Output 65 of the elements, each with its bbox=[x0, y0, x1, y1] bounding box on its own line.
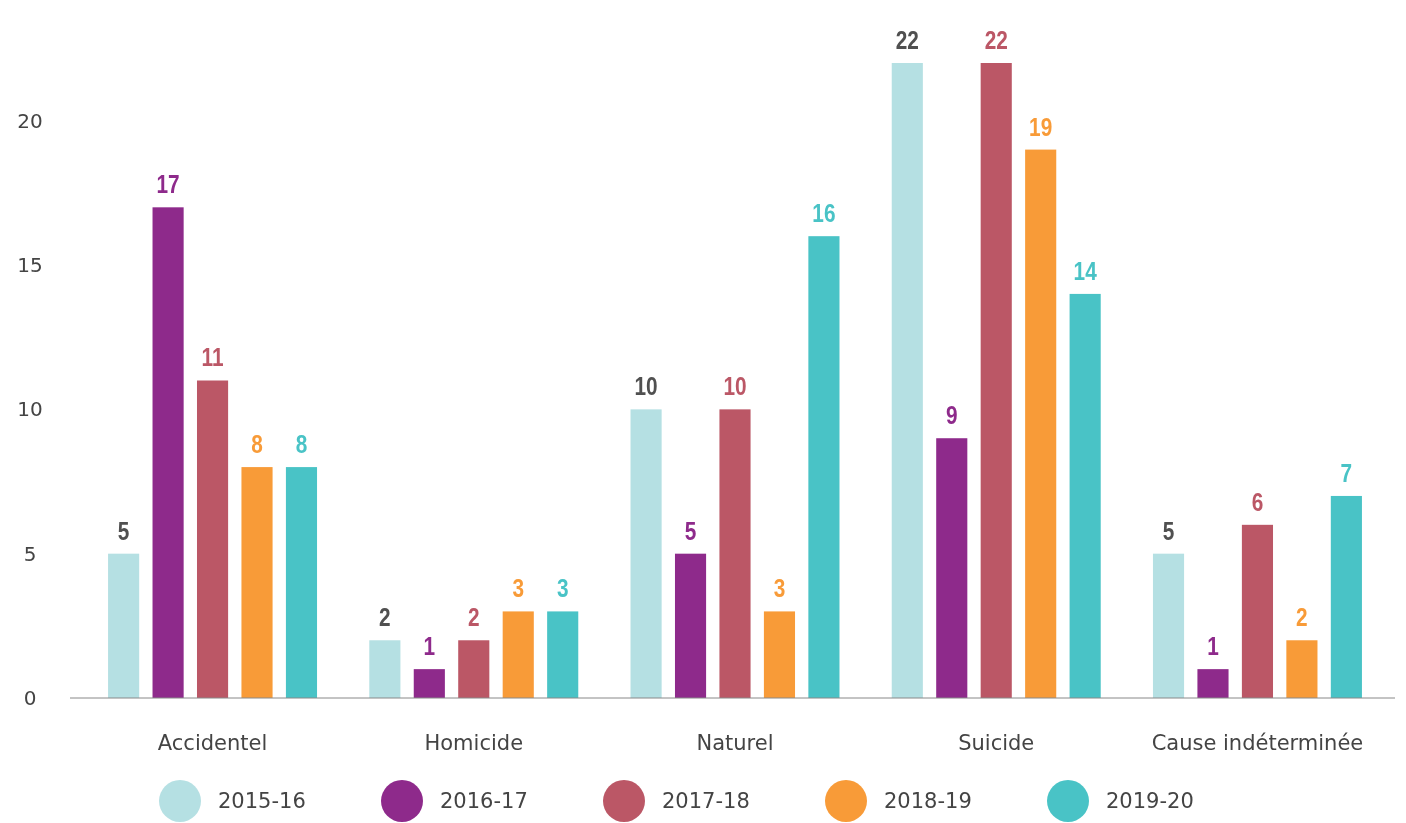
data-label: 5 bbox=[117, 516, 130, 546]
bar bbox=[152, 207, 184, 698]
data-label: 8 bbox=[295, 429, 308, 459]
data-label: 6 bbox=[1251, 487, 1264, 517]
data-label: 1 bbox=[1207, 631, 1219, 661]
y-tick-label: 0 bbox=[23, 686, 37, 710]
bar bbox=[1241, 524, 1274, 698]
data-label: 7 bbox=[1340, 458, 1353, 488]
data-label: 9 bbox=[945, 401, 958, 430]
data-label: 22 bbox=[984, 25, 1008, 55]
bar bbox=[241, 467, 273, 698]
legend-label: 2018-19 bbox=[884, 789, 972, 814]
x-tick-label: Cause indéterminée bbox=[1151, 731, 1364, 755]
data-label: 10 bbox=[634, 372, 658, 401]
y-tick-label: 10 bbox=[17, 397, 43, 422]
bar bbox=[285, 467, 318, 698]
bar bbox=[719, 409, 751, 698]
x-tick-label: Suicide bbox=[958, 731, 1035, 755]
bar bbox=[1069, 293, 1101, 698]
data-label: 2 bbox=[379, 603, 391, 632]
bar bbox=[1330, 495, 1362, 698]
bar bbox=[808, 236, 840, 698]
bar bbox=[547, 611, 579, 698]
bar bbox=[502, 611, 534, 698]
data-label: 1 bbox=[423, 631, 436, 661]
y-tick-label: 5 bbox=[23, 541, 37, 566]
legend-label: 2019-20 bbox=[1106, 789, 1194, 814]
bar bbox=[891, 63, 923, 698]
x-tick-label: Accidentel bbox=[157, 731, 268, 755]
data-label: 5 bbox=[1162, 516, 1175, 546]
bar bbox=[196, 380, 229, 698]
bar bbox=[369, 640, 401, 698]
bar bbox=[413, 669, 445, 698]
data-label: 10 bbox=[723, 372, 747, 401]
legend-label: 2015-16 bbox=[218, 789, 306, 814]
data-label: 17 bbox=[156, 170, 180, 199]
data-label: 14 bbox=[1073, 256, 1097, 286]
data-label: 3 bbox=[512, 574, 525, 603]
y-tick-label: 20 bbox=[17, 108, 43, 133]
bar bbox=[1197, 669, 1229, 698]
data-label: 11 bbox=[201, 343, 224, 373]
data-label: 3 bbox=[773, 574, 786, 603]
legend-label: 2017-18 bbox=[662, 789, 750, 814]
y-tick-label: 15 bbox=[17, 253, 43, 278]
bar bbox=[1025, 149, 1057, 698]
data-label: 5 bbox=[684, 516, 697, 546]
bar bbox=[1286, 640, 1318, 698]
bar bbox=[980, 63, 1012, 698]
bar bbox=[674, 553, 707, 698]
data-label: 2 bbox=[1296, 603, 1308, 632]
x-tick-label: Homicide bbox=[424, 731, 524, 755]
x-tick-label: Naturel bbox=[696, 731, 774, 755]
data-label: 3 bbox=[556, 574, 569, 603]
data-label: 19 bbox=[1029, 112, 1053, 142]
data-label: 16 bbox=[812, 198, 836, 228]
data-label: 8 bbox=[251, 429, 263, 459]
bar bbox=[936, 438, 968, 698]
bar bbox=[458, 640, 490, 698]
bar bbox=[763, 611, 796, 698]
legend-label: 2016-17 bbox=[440, 789, 528, 814]
data-label: 2 bbox=[467, 603, 480, 632]
bar bbox=[108, 553, 140, 698]
bar bbox=[630, 409, 662, 698]
data-label: 22 bbox=[895, 25, 919, 55]
bar bbox=[1152, 553, 1185, 698]
